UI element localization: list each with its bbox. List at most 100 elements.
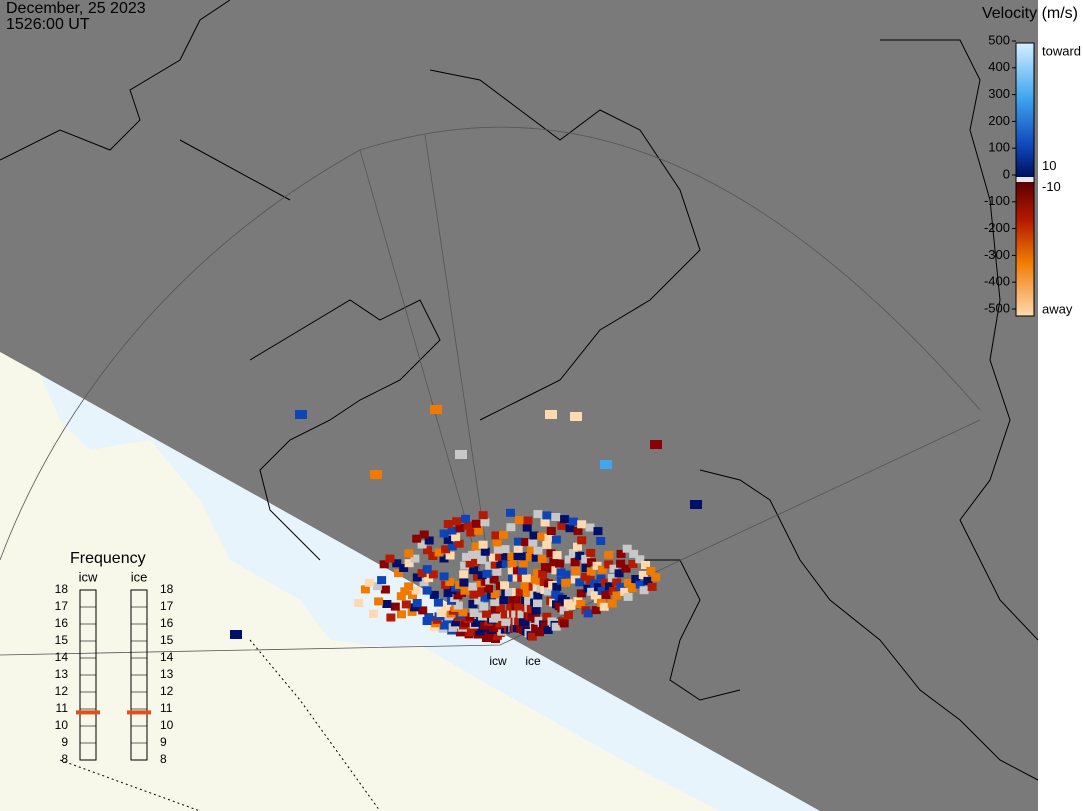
frequency-tick-label: 14: [55, 650, 69, 664]
frequency-tick-label: 15: [160, 633, 174, 647]
cell: [585, 523, 595, 532]
cell: [480, 518, 490, 527]
velocity-tick-label: -100: [984, 193, 1010, 208]
cell: [537, 532, 547, 541]
cell: [477, 556, 487, 564]
cell: [549, 557, 559, 566]
cell: [556, 568, 566, 577]
cell: [586, 548, 596, 557]
cell: [635, 555, 645, 564]
cell: [500, 610, 510, 619]
cell: [616, 549, 626, 558]
cell: [454, 539, 464, 548]
site-label: ice: [525, 654, 541, 668]
cell: [513, 544, 523, 553]
cell: [450, 618, 460, 627]
cell: [460, 561, 470, 570]
cell: [474, 596, 484, 605]
cell: [428, 552, 438, 560]
cell: [354, 599, 364, 607]
cell: [614, 569, 624, 578]
cell: [542, 511, 552, 520]
cell: [452, 517, 462, 526]
cell: [604, 550, 614, 559]
cell: [439, 554, 449, 563]
cell: [441, 545, 451, 554]
cell: [533, 546, 543, 555]
cell: [424, 574, 434, 583]
cell: [629, 549, 639, 558]
cell: [492, 538, 502, 547]
velocity-title: Velocity (m/s): [982, 5, 1078, 22]
cell: [489, 575, 499, 584]
cell: [410, 554, 420, 563]
cell: [466, 528, 476, 537]
cell: [564, 555, 574, 564]
frequency-tick-label: 17: [160, 599, 174, 613]
cell: [496, 559, 506, 568]
cell: [482, 634, 491, 642]
frequency-tick-label: 13: [160, 667, 174, 681]
frequency-tick-label: 16: [160, 616, 174, 630]
cell: [445, 551, 455, 560]
cell: [540, 518, 550, 527]
cell: [540, 621, 550, 630]
cell: [616, 559, 626, 568]
cell: [522, 589, 532, 597]
cell: [612, 578, 622, 587]
cell: [587, 558, 596, 567]
cell: [512, 573, 522, 582]
cell: [560, 515, 570, 524]
cell: [490, 598, 500, 607]
cell: [412, 534, 422, 543]
cell: [507, 566, 517, 575]
cell: [623, 579, 633, 587]
frequency-tick-label: 18: [55, 582, 69, 596]
cell: [491, 531, 501, 540]
cell: [417, 540, 427, 549]
cell: [517, 610, 527, 619]
cell: [401, 600, 411, 609]
frequency-tick-label: 11: [160, 701, 173, 715]
cell: [501, 559, 511, 568]
cell: [551, 566, 561, 575]
cell: [506, 508, 515, 517]
cell: [447, 542, 457, 551]
cell: [471, 618, 481, 627]
cell: [542, 612, 552, 621]
cell: [482, 569, 492, 578]
cell: [392, 559, 402, 568]
frequency-tick-label: 10: [160, 718, 174, 732]
cell: [520, 618, 530, 627]
cell: [439, 529, 449, 538]
cell: [439, 572, 449, 581]
cell: [492, 567, 502, 576]
cell: [559, 619, 569, 628]
cell: [612, 591, 622, 600]
frequency-tick-label: 9: [160, 735, 167, 749]
cell: [577, 520, 587, 529]
cell: [501, 617, 511, 626]
cell: [599, 602, 609, 611]
cell: [537, 554, 547, 563]
cell: [455, 450, 467, 459]
cell: [477, 571, 487, 580]
cell: [650, 440, 662, 449]
date: December, 25 2023: [6, 0, 146, 17]
cell: [380, 585, 390, 594]
cell: [638, 571, 648, 579]
cell: [436, 609, 446, 617]
cell: [564, 611, 573, 620]
cell: [396, 592, 406, 601]
radar-cells: [230, 405, 702, 643]
cell: [570, 558, 580, 567]
cell: [458, 608, 468, 617]
velocity-tick-label: 300: [988, 86, 1010, 101]
cell: [451, 533, 461, 542]
velocity-tick-label: -300: [984, 247, 1010, 262]
cell: [593, 527, 603, 536]
cell: [623, 592, 633, 601]
cell: [531, 553, 541, 562]
velocity-tick-label: 100: [988, 140, 1010, 155]
cell: [377, 576, 387, 585]
